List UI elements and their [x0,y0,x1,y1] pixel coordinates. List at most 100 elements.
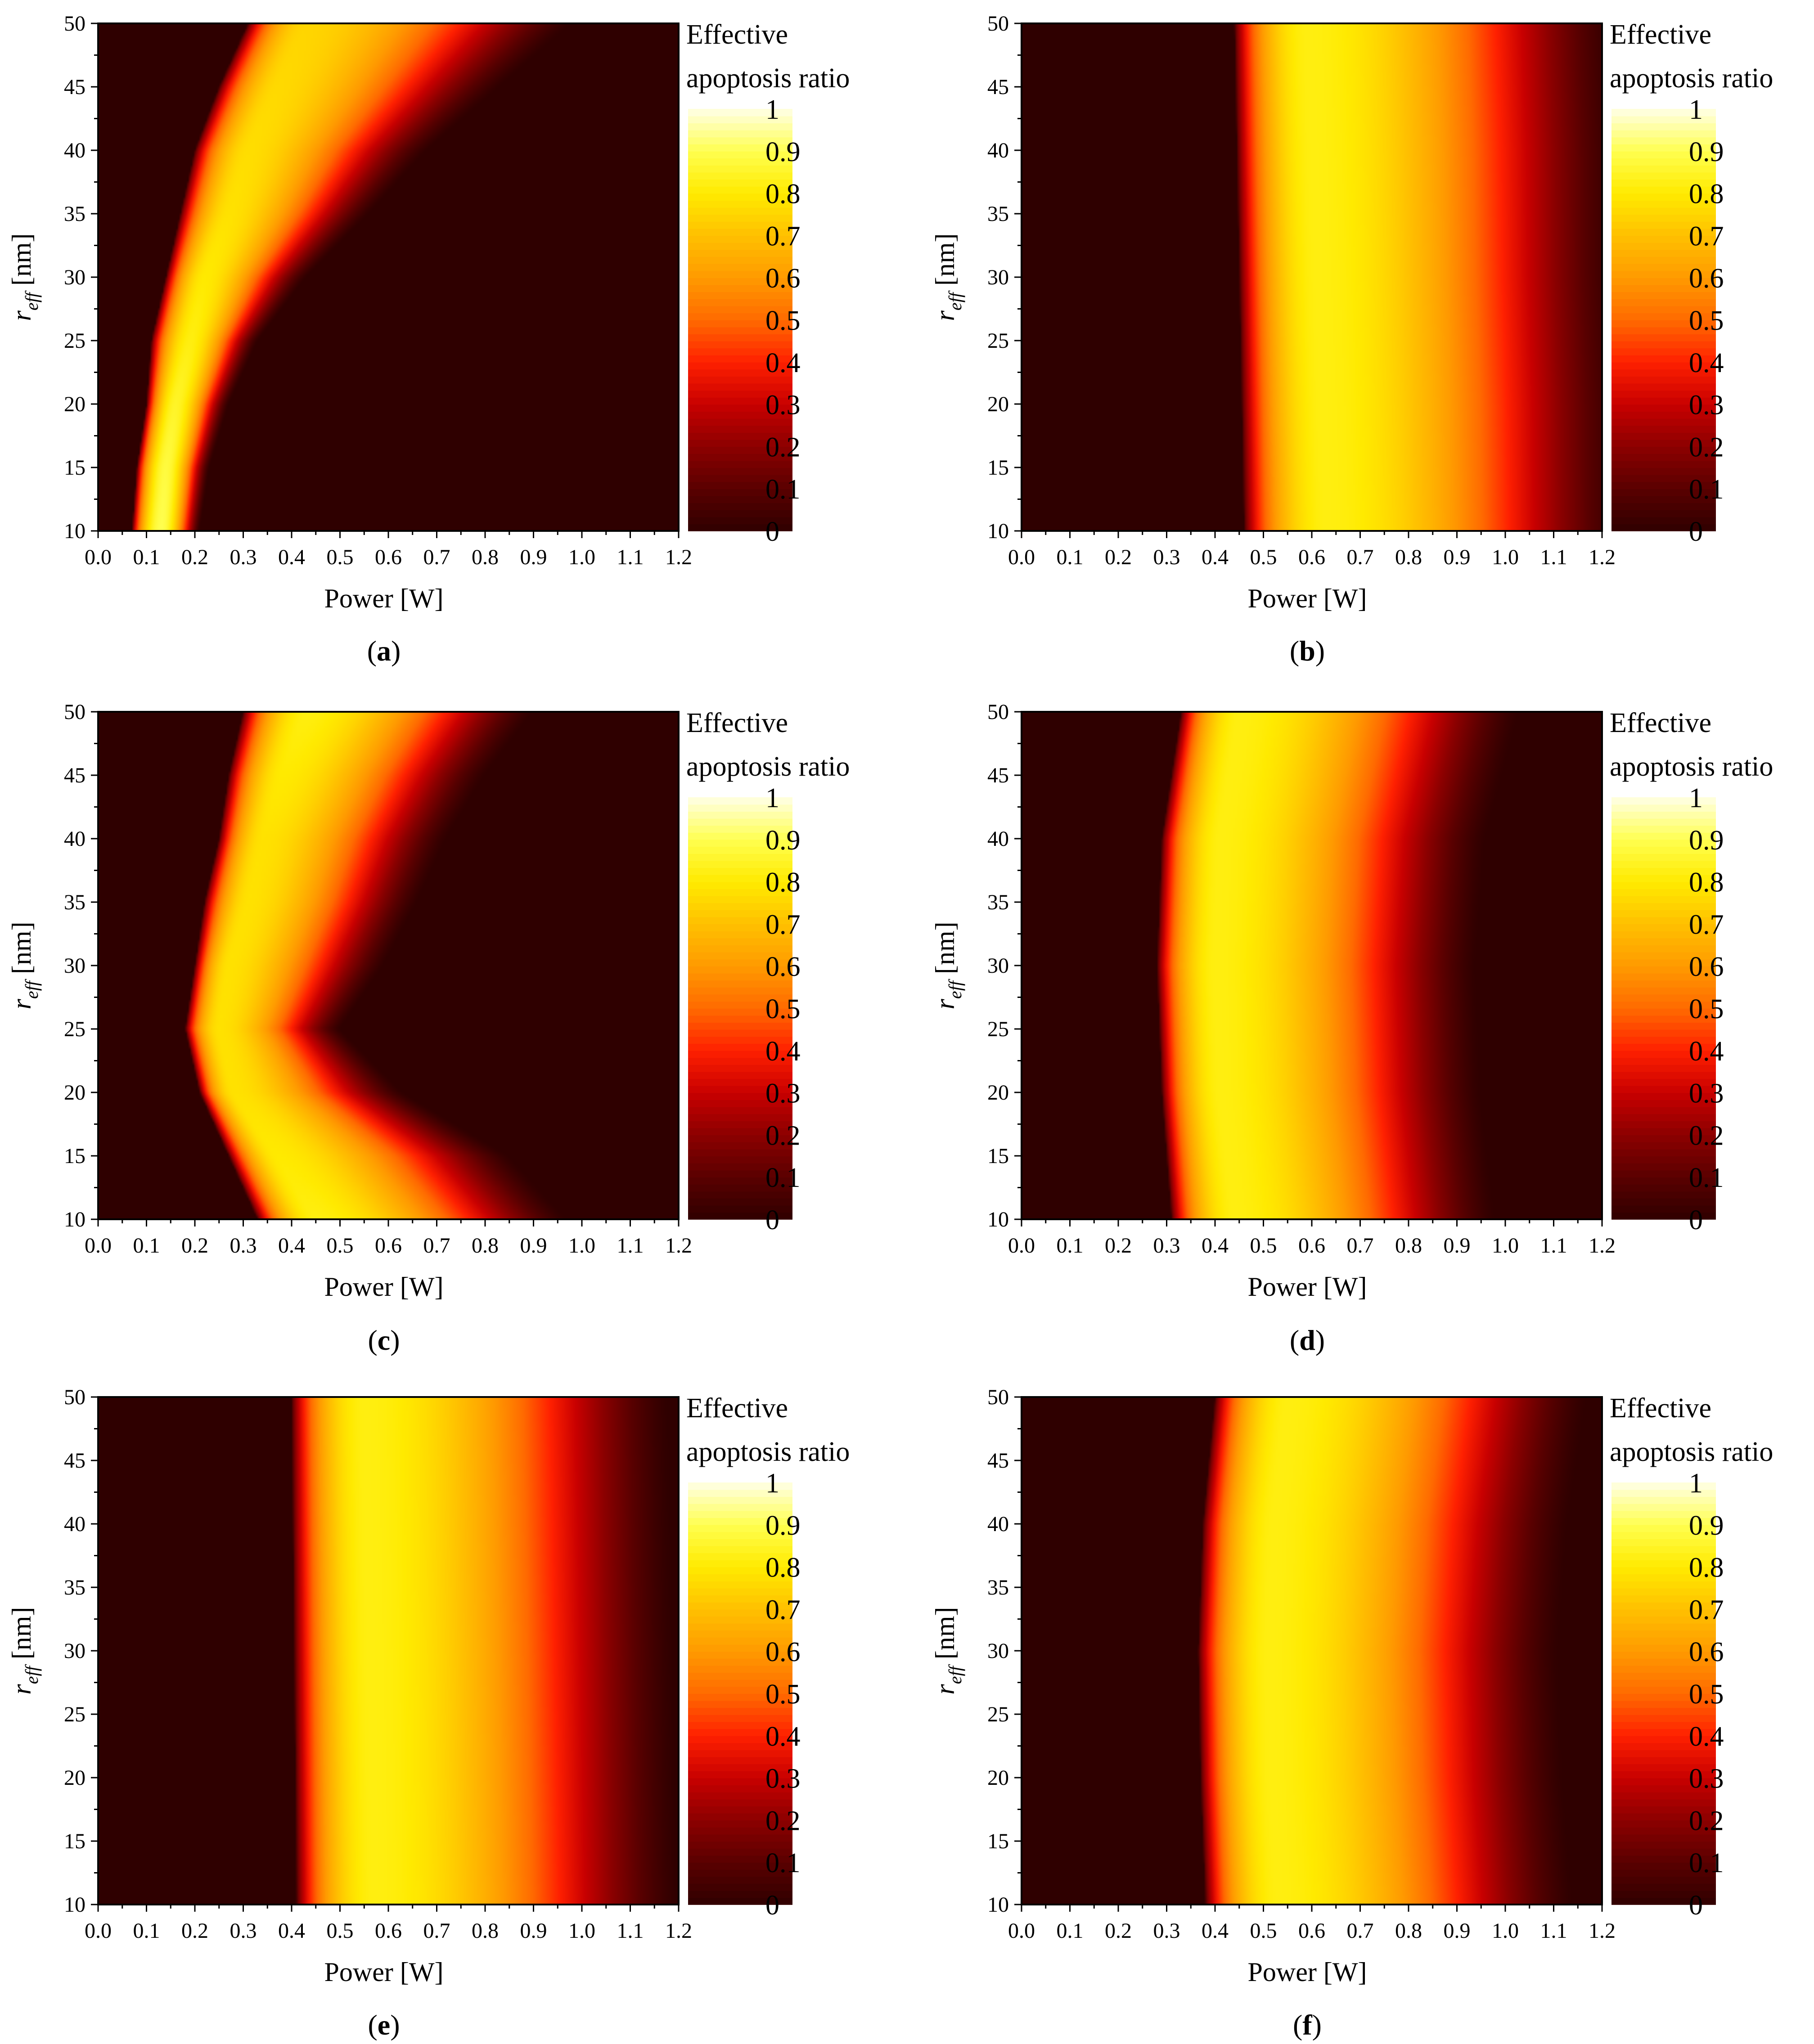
colorbar-tick-label: 1 [1689,1468,1703,1499]
y-tick-label: 35 [64,202,86,226]
colorbar-tick-label: 0.4 [1689,348,1724,378]
colorbar-step [1611,151,1716,159]
colorbar-step [688,418,792,426]
colorbar-tick-label: 0.4 [1689,1721,1724,1752]
colorbar-step [688,1567,792,1575]
colorbar-step [688,1078,792,1086]
colorbar-step [688,1792,792,1800]
colorbar-step [688,249,792,257]
y-tick-label: 30 [987,954,1009,978]
colorbar-step [688,1559,792,1568]
x-tick-label: 0.5 [327,1919,354,1943]
colorbar-tick-label: 0.9 [765,1510,801,1541]
x-tick-label: 0.2 [1105,545,1132,569]
colorbar-step [1611,924,1716,931]
colorbar-tick-label: 0 [1689,517,1703,547]
colorbar-step [688,186,792,194]
colorbar-step [1611,987,1716,995]
colorbar-step [688,825,792,833]
y-tick-label: 35 [64,890,86,914]
x-tick-label: 0.0 [1008,1234,1035,1258]
colorbar-step [1611,945,1716,952]
colorbar-step [688,1496,792,1504]
colorbar-step [688,446,792,454]
colorbar-step [1611,832,1716,840]
colorbar-step [688,284,792,292]
heatmap-image [1022,1397,1602,1905]
colorbar-step [1611,179,1716,187]
colorbar-step [688,1862,792,1870]
colorbar-step [688,1085,792,1093]
x-tick-label: 0.1 [133,545,160,569]
colorbar-step [688,1644,792,1652]
colorbar-step [688,1855,792,1863]
colorbar-step [1611,1121,1716,1128]
colorbar-step [1611,1170,1716,1177]
colorbar-tick-label: 0.8 [765,1553,801,1583]
x-tick-label: 0.5 [327,545,354,569]
x-tick-label: 1.1 [617,545,644,569]
colorbar-step [1611,1735,1716,1743]
colorbar-step [688,270,792,278]
colorbar-step [1611,1595,1716,1603]
y-tick-label: 45 [987,764,1009,787]
colorbar-title-line2: apoptosis ratio [686,751,850,782]
colorbar-tick-label: 0.2 [1689,1120,1724,1151]
panel-b: 0.0 0.1 0.2 0.3 0.4 0.5 0.6 0.7 0.8 0.9 1.0 1.1 1.2 1… [930,12,1773,667]
colorbar-step [1611,1142,1716,1150]
colorbar-step [688,1623,792,1631]
y-tick-label: 35 [987,202,1009,226]
colorbar-step [688,390,792,398]
colorbar-step [688,1071,792,1079]
x-tick-label: 1.1 [1540,1234,1567,1258]
x-axis-title: Power [W] [1248,1272,1367,1302]
colorbar-tick-label: 0.5 [1689,994,1724,1024]
y-tick-label: 20 [64,392,86,416]
x-tick-label: 0.8 [1395,1234,1422,1258]
colorbar-step [688,1602,792,1610]
colorbar-step [1611,1855,1716,1863]
colorbar-step [1611,517,1716,525]
colorbar-title-line1: Effective [686,708,788,738]
colorbar-step [688,1149,792,1157]
colorbar-step [1611,1482,1716,1490]
colorbar-step [688,1735,792,1743]
panel-label: (f) [1293,2009,1322,2041]
colorbar-step [688,860,792,868]
colorbar-step [688,278,792,285]
colorbar-step [1611,1553,1716,1560]
colorbar-step [688,938,792,946]
colorbar-step [1611,432,1716,440]
colorbar-step [688,355,792,363]
x-tick-label: 0.9 [520,1234,547,1258]
colorbar-step [688,207,792,215]
x-tick-label: 0.0 [1008,545,1035,569]
colorbar-step [1611,811,1716,819]
colorbar-step [688,1184,792,1192]
x-tick-label: 0.2 [1105,1919,1132,1943]
colorbar-step [688,1869,792,1877]
x-tick-label: 0.3 [230,1234,257,1258]
colorbar-step [688,474,792,482]
y-tick-label: 45 [987,75,1009,99]
y-tick-label: 15 [987,456,1009,480]
colorbar-step [688,966,792,974]
colorbar-step [1611,804,1716,812]
colorbar-step [688,1595,792,1603]
colorbar-step [1611,1489,1716,1497]
x-tick-label: 0.3 [1153,1234,1180,1258]
colorbar-title-line2: apoptosis ratio [1610,751,1773,782]
colorbar-tick-label: 0.6 [765,263,801,294]
colorbar-step [688,1743,792,1750]
x-tick-label: 0.5 [1250,1919,1277,1943]
colorbar-step [1611,1694,1716,1701]
colorbar-step [1611,910,1716,917]
colorbar-step [1611,284,1716,292]
colorbar-step [688,1834,792,1842]
x-tick-label: 0.4 [1202,545,1229,569]
colorbar-step [1611,320,1716,328]
colorbar-title-line1: Effective [1610,708,1711,738]
colorbar-step [1611,1205,1716,1213]
colorbar-tick-label: 0.7 [1689,909,1724,940]
colorbar-step [1611,186,1716,194]
